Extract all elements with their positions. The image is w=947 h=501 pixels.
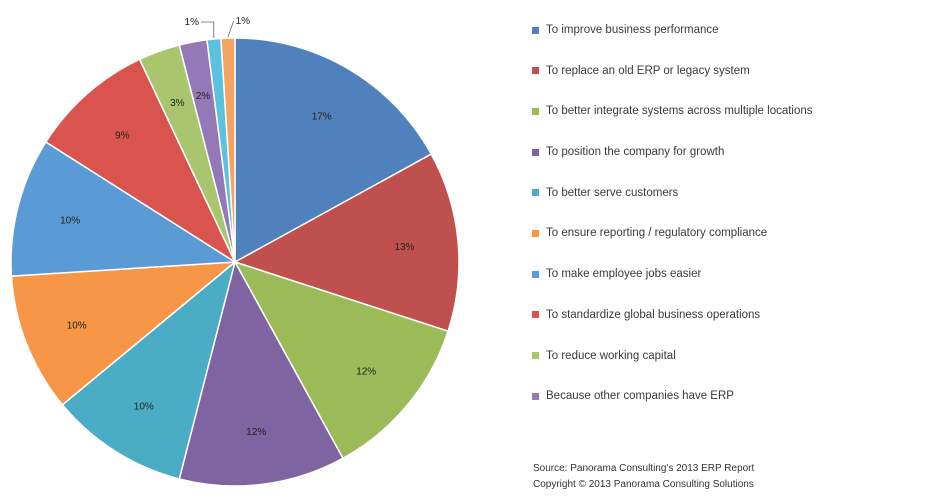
legend-swatch bbox=[532, 26, 539, 34]
slice-label: 10% bbox=[67, 321, 87, 332]
leader-line bbox=[201, 21, 215, 38]
legend-swatch bbox=[532, 392, 539, 400]
legend-item: To make employee jobs easier bbox=[532, 264, 942, 284]
legend-item: To position the company for growth bbox=[532, 142, 942, 162]
pie-slices bbox=[10, 37, 460, 487]
slice-label: 13% bbox=[394, 242, 414, 253]
source-note: Source: Panorama Consulting's 2013 ERP R… bbox=[533, 461, 754, 493]
legend-label: To reduce working capital bbox=[546, 349, 676, 362]
source-line: Source: Panorama Consulting's 2013 ERP R… bbox=[533, 463, 755, 474]
legend-item: To replace an old ERP or legacy system bbox=[532, 61, 942, 81]
pie-slice bbox=[234, 37, 433, 264]
pie-slice bbox=[220, 37, 236, 263]
pie-labels: 17% 13% 12% 12% 10% 10% 10% 9% 3% 2% 1% 1% bbox=[60, 16, 415, 438]
legend-item: To standardize global business operation… bbox=[532, 305, 942, 325]
pie-slice bbox=[233, 153, 460, 333]
legend-item: To better serve customers bbox=[532, 183, 942, 203]
legend-swatch bbox=[532, 67, 539, 75]
legend-label: To replace an old ERP or legacy system bbox=[546, 64, 750, 77]
legend: To improve business performance To replac… bbox=[532, 20, 942, 427]
legend-swatch bbox=[532, 229, 539, 237]
pie-slice bbox=[233, 260, 449, 460]
legend-item: Because other companies have ERP bbox=[532, 386, 942, 406]
slice-label: 12% bbox=[356, 367, 376, 378]
legend-item: To improve business performance bbox=[532, 20, 942, 40]
legend-item: To ensure reporting / regulatory complia… bbox=[532, 223, 942, 243]
legend-item: To better integrate systems across multi… bbox=[532, 101, 942, 121]
slice-label: 1% bbox=[185, 17, 200, 28]
pie-slice bbox=[61, 259, 237, 480]
legend-swatch bbox=[532, 107, 539, 115]
slice-label: 9% bbox=[115, 130, 130, 141]
legend-item: To reduce working capital bbox=[532, 346, 942, 366]
legend-label: To better serve customers bbox=[546, 186, 679, 199]
slice-label: 10% bbox=[134, 402, 154, 413]
legend-swatch bbox=[532, 189, 539, 197]
slice-label: 2% bbox=[196, 91, 211, 102]
leader-line bbox=[227, 20, 234, 38]
legend-label: To ensure reporting / regulatory complia… bbox=[546, 227, 768, 240]
pie-svg: 17% 13% 12% 12% 10% 10% 10% 9% 3% 2% 1% 1% bbox=[10, 16, 460, 487]
slice-label: 1% bbox=[236, 16, 251, 27]
legend-swatch bbox=[532, 270, 539, 278]
legend-swatch bbox=[532, 311, 539, 319]
legend-swatch bbox=[532, 352, 539, 359]
pie-slice bbox=[44, 58, 237, 265]
slice-label: 12% bbox=[246, 427, 266, 438]
legend-label: Because other companies have ERP bbox=[546, 390, 734, 403]
legend-label: To position the company for growth bbox=[546, 146, 725, 159]
copyright-line: Copyright © 2013 Panorama Consulting Sol… bbox=[533, 479, 754, 490]
legend-label: To make employee jobs easier bbox=[546, 268, 702, 281]
slice-label: 17% bbox=[312, 112, 332, 123]
legend-label: To standardize global business operation… bbox=[546, 308, 761, 321]
pie-slice bbox=[178, 259, 344, 487]
legend-label: To better integrate systems across multi… bbox=[546, 105, 813, 118]
slice-label: 3% bbox=[170, 98, 185, 109]
slice-label: 10% bbox=[60, 216, 80, 227]
legend-swatch bbox=[532, 148, 539, 156]
legend-label: To improve business performance bbox=[546, 24, 719, 36]
pie-slice bbox=[10, 140, 238, 277]
pie-slice bbox=[10, 261, 238, 406]
